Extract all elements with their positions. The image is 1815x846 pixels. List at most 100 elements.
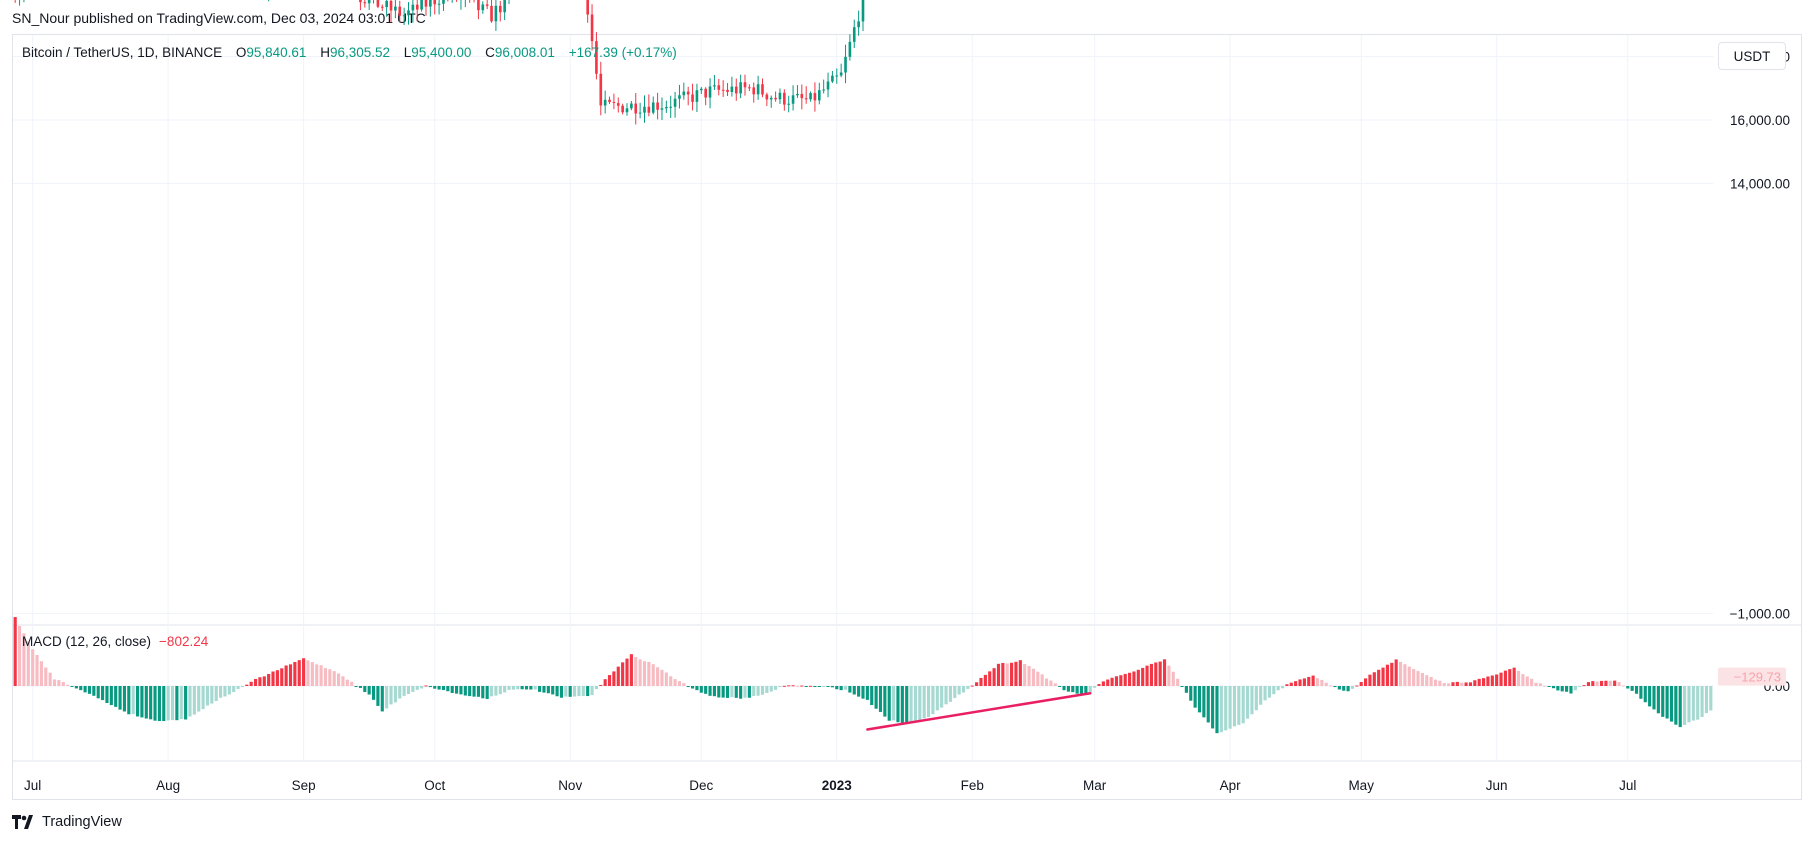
macd-bar (1604, 680, 1608, 686)
macd-bar (371, 686, 376, 700)
ohlc-legend: Bitcoin / TetherUS, 1D, BINANCE O95,840.… (22, 45, 687, 60)
macd-bar (1145, 665, 1149, 686)
macd-bar (210, 686, 214, 704)
candle (835, 68, 839, 84)
macd-bar (1412, 669, 1416, 686)
candle-body (660, 108, 664, 110)
macd-bar (157, 686, 161, 722)
macd-bar (319, 665, 323, 686)
macd-title[interactable]: MACD (12, 26, close) (22, 634, 152, 649)
candle (599, 61, 603, 116)
macd-bar (489, 686, 494, 697)
candle-body (730, 86, 734, 92)
macd-bar (70, 686, 74, 687)
macd-bar (774, 686, 778, 690)
macd-bar (795, 685, 800, 687)
macd-bar (1197, 686, 1202, 713)
macd-bar (594, 686, 598, 690)
candle-body (621, 105, 624, 113)
macd-bar (476, 686, 480, 697)
candle (634, 93, 638, 125)
time-tick-label: Jun (1486, 778, 1508, 793)
macd-bar (179, 686, 183, 720)
macd-bar (966, 686, 970, 689)
candle (477, 0, 480, 20)
candle (460, 0, 462, 10)
macd-bar (127, 686, 131, 715)
macd-bar (332, 671, 336, 686)
macd-bar (1442, 683, 1446, 686)
macd-bar (957, 686, 961, 695)
candle (809, 91, 812, 102)
macd-bar (599, 684, 603, 686)
candle (691, 83, 694, 111)
candle-body (359, 0, 362, 3)
candle (861, 0, 865, 31)
macd-bar (1687, 686, 1691, 723)
candle (490, 0, 493, 23)
macd-bar (433, 686, 437, 689)
symbol-title[interactable]: Bitcoin / TetherUS, 1D, BINANCE (22, 45, 223, 60)
tradingview-logo[interactable]: TradingView (12, 814, 122, 830)
currency-button[interactable]: USDT (1718, 42, 1786, 70)
macd-bar (101, 686, 105, 701)
macd-bar (1516, 670, 1521, 686)
macd-bar (507, 686, 511, 690)
candle (389, 0, 393, 23)
macd-bar (122, 686, 127, 712)
candle (778, 88, 782, 104)
macd-bar (1486, 676, 1490, 686)
macd-bar (175, 686, 179, 721)
macd-bar (35, 654, 39, 686)
macd-bar (1031, 668, 1036, 686)
macd-bar (516, 686, 520, 690)
macd-bar (922, 686, 926, 719)
macd-bar (791, 685, 795, 687)
macd-bar (1263, 686, 1267, 701)
macd-bar (1250, 686, 1254, 715)
macd-divergence-trendline (866, 692, 1092, 731)
macd-bar (1228, 686, 1232, 729)
time-tick-label: 2023 (822, 778, 853, 793)
macd-bar (1377, 669, 1381, 686)
macd-bar (1355, 685, 1359, 687)
macd-bar (1503, 670, 1507, 686)
macd-bar (1014, 661, 1018, 686)
macd-bar (1158, 661, 1162, 686)
macd-bar (1294, 681, 1298, 686)
candle (359, 0, 362, 11)
macd-bar (1337, 686, 1341, 690)
macd-bar (1547, 686, 1551, 687)
macd-bar (262, 676, 266, 686)
candle (451, 0, 453, 3)
candle (402, 7, 406, 26)
candle (660, 97, 664, 121)
macd-bar (481, 686, 485, 699)
macd-bar (625, 658, 629, 686)
macd-bar (79, 686, 83, 691)
candle (394, 0, 397, 19)
macd-bar (1639, 686, 1643, 699)
candle (791, 85, 795, 111)
macd-bar (1044, 678, 1049, 686)
candle (826, 72, 830, 98)
macd-bar (310, 662, 314, 686)
time-tick-label: Dec (689, 778, 713, 793)
macd-bar (1429, 676, 1433, 686)
macd-bar (363, 686, 367, 693)
macd-bar (695, 686, 699, 691)
macd-bar (1237, 686, 1241, 725)
candle (411, 0, 415, 23)
macd-bar (1114, 676, 1119, 686)
macd-bar (752, 686, 756, 697)
macd-bar (1599, 680, 1604, 686)
macd-bar (1656, 686, 1660, 714)
candle (456, 0, 458, 2)
macd-bar (280, 668, 284, 686)
candle (844, 44, 847, 84)
candle-body (385, 0, 388, 8)
candle (373, 0, 375, 4)
candle (721, 80, 725, 97)
